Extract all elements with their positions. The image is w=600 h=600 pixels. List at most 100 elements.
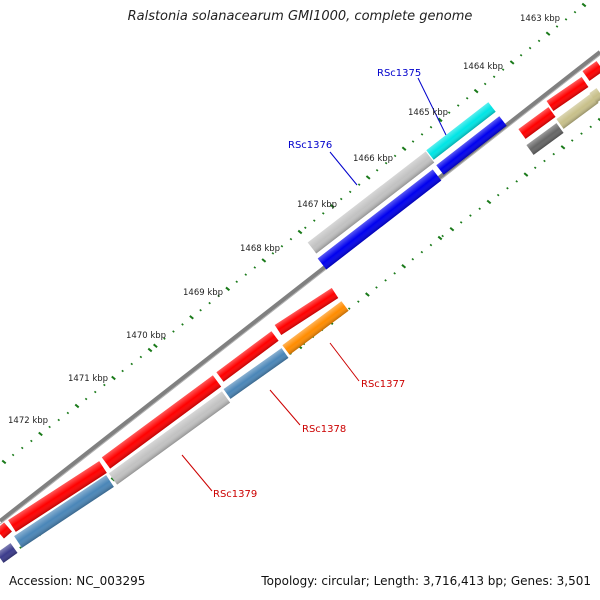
gene-red-right-2-shade [546, 77, 589, 111]
tick-mark [130, 362, 134, 366]
tick-mark [38, 431, 43, 437]
gene-label-rsc1377[interactable]: RSc1377 [361, 379, 405, 390]
tick-mark [523, 172, 529, 177]
tick-mark [375, 286, 378, 289]
leader-rsc1379 [181, 454, 213, 492]
tick-mark [357, 183, 361, 186]
gene-rsc1376 [307, 151, 435, 254]
tick-label: 1466 kbp [353, 154, 393, 164]
tick-mark [447, 111, 451, 114]
tick-mark [225, 286, 231, 292]
gene-label-rsc1375[interactable]: RSc1375 [377, 68, 421, 79]
tick-mark [111, 375, 116, 381]
tick-mark [261, 258, 267, 263]
tick-mark [365, 292, 370, 297]
genome-stats-text: Topology: circular; Length: 3,716,413 bp… [261, 574, 591, 588]
tick-mark [48, 425, 51, 429]
tick-mark [441, 234, 444, 238]
tick-mark [235, 280, 239, 284]
tick-mark [329, 203, 335, 209]
tick-mark [280, 244, 284, 248]
gene-red-a [274, 287, 339, 336]
gene-red-d-shade [8, 461, 107, 532]
gene-blue-1 [317, 169, 442, 270]
tick-mark [459, 221, 463, 224]
map-title: Ralstonia solanacearum GMI1000, complete… [127, 9, 473, 24]
genome-backbone [0, 50, 600, 525]
tick-mark [515, 180, 518, 183]
tick-mark [580, 132, 583, 135]
tick-mark [357, 300, 360, 303]
gene-navy-shade [0, 543, 18, 563]
tick-mark [537, 39, 541, 43]
tick-mark [321, 212, 325, 215]
tick-mark [30, 439, 33, 443]
tick-mark [74, 403, 80, 409]
tick-mark [172, 330, 175, 333]
tick-mark [411, 140, 415, 143]
tick-mark [339, 197, 343, 201]
tick-mark [533, 166, 537, 170]
tick-mark [304, 226, 307, 230]
tick-label: 1471 kbp [68, 374, 108, 384]
tick-mark [486, 199, 492, 205]
tick-mark [478, 207, 481, 210]
tick-mark [401, 264, 407, 269]
gene-red-e-shade [0, 522, 12, 539]
tick-mark [93, 390, 97, 394]
tick-mark [437, 235, 443, 241]
gene-label-rsc1376[interactable]: RSc1376 [288, 140, 332, 151]
gene-features [0, 61, 600, 563]
accession-text: Accession: NC_003295 [9, 574, 146, 588]
tick-label: 1465 kbp [408, 108, 448, 118]
tick-mark [289, 237, 293, 241]
tick-mark [528, 46, 532, 50]
label-leader-lines [181, 77, 447, 492]
tick-mark [103, 383, 106, 387]
tick-mark [84, 397, 88, 401]
tick-mark [348, 190, 352, 194]
gene-label-rsc1379[interactable]: RSc1379 [213, 489, 257, 500]
gene-rsc1376-shade [307, 151, 435, 254]
tick-mark [271, 252, 275, 255]
tick-mark [492, 75, 496, 79]
backbone-shadow [0, 54, 600, 525]
tick-label: 1463 kbp [520, 14, 560, 24]
tick-mark [429, 125, 433, 129]
tick-mark [420, 133, 424, 136]
gene-rsc1375 [426, 102, 496, 160]
gene-red-b [216, 331, 279, 382]
tick-mark [465, 97, 469, 100]
gene-red-right-3-shade [582, 61, 600, 81]
tick-label: 1470 kbp [126, 331, 166, 341]
tick-mark [163, 337, 166, 340]
tick-mark [384, 279, 387, 282]
tick-mark [147, 347, 153, 353]
tick-mark [483, 82, 487, 86]
tick-mark [312, 219, 316, 222]
tick-mark [469, 214, 472, 217]
tick-mark [429, 243, 433, 247]
tick-mark [570, 139, 574, 142]
tick-mark [121, 369, 124, 373]
tick-mark [597, 117, 600, 123]
tick-mark [244, 273, 248, 276]
tick-label: 1472 kbp [8, 416, 48, 426]
tick-mark [411, 257, 415, 261]
tick-mark [519, 53, 523, 57]
tick-label: 1467 kbp [297, 200, 337, 210]
tick-mark [393, 272, 396, 275]
tick-mark [456, 104, 460, 107]
tick-mark [1, 459, 7, 465]
gene-dark [526, 123, 564, 155]
tick-label: 1468 kbp [240, 244, 280, 254]
tick-mark [437, 117, 443, 123]
tick-mark [509, 60, 515, 65]
tick-mark [573, 10, 577, 14]
gene-red-right-1 [518, 107, 556, 139]
gene-red-a-shade [274, 287, 339, 336]
tick-mark [199, 308, 202, 312]
gene-blue-1-shade [317, 169, 442, 270]
leader-rsc1376 [329, 151, 358, 186]
gene-label-rsc1378[interactable]: RSc1378 [302, 424, 346, 435]
